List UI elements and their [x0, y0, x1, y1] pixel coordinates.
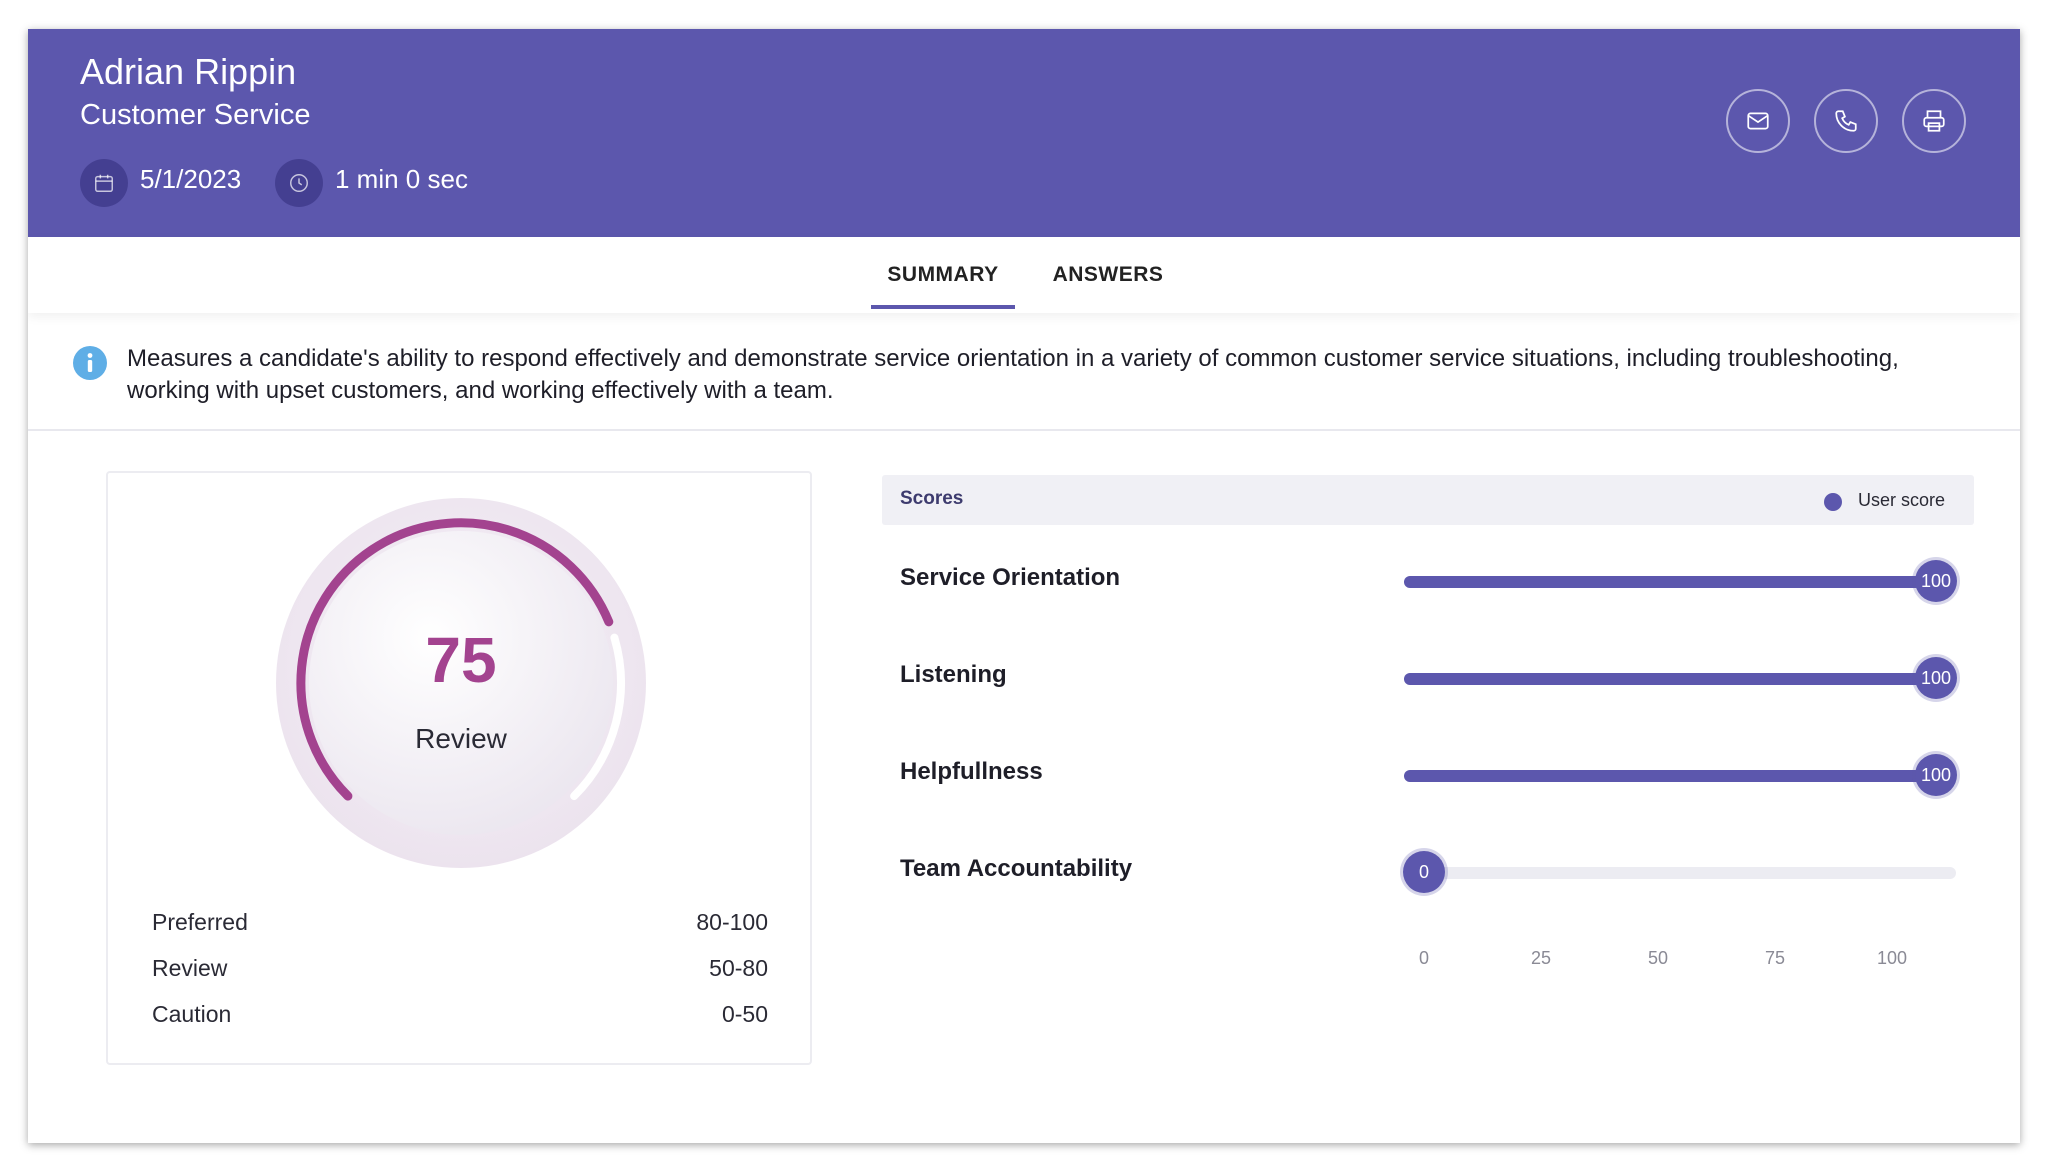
- assessment-duration: 1 min 0 sec: [335, 164, 468, 194]
- range-label: Preferred: [152, 909, 248, 935]
- candidate-header: Adrian Rippin Customer Service 5/1/2023 …: [28, 29, 2020, 237]
- range-value: 0-50: [721, 1001, 768, 1027]
- clock-icon: [275, 159, 323, 207]
- axis-tick: 25: [1530, 948, 1552, 968]
- overall-score-value: 75: [425, 624, 497, 696]
- score-label-helpfullness: Helpfullness: [900, 758, 1043, 785]
- gauge-inner-disc: [309, 531, 613, 835]
- score-knob: 0: [1403, 851, 1445, 893]
- range-row-preferred: Preferred 80-100: [152, 909, 768, 943]
- print-button[interactable]: [1902, 89, 1966, 153]
- score-gauge: [276, 498, 646, 868]
- axis-tick: 100: [1876, 948, 1908, 968]
- tab-summary[interactable]: SUMMARY: [871, 237, 1015, 313]
- scores-title: Scores: [900, 488, 964, 509]
- score-label-team-accountability: Team Accountability: [900, 855, 1133, 882]
- score-knob: 100: [1915, 560, 1957, 602]
- score-track: 100: [1404, 657, 1957, 699]
- range-label: Caution: [152, 1001, 232, 1027]
- score-knob: 100: [1915, 754, 1957, 796]
- score-track: 100: [1404, 560, 1957, 602]
- axis-tick: 50: [1647, 948, 1669, 968]
- assessment-description: Measures a candidate's ability to respon…: [28, 313, 2020, 431]
- description-text: Measures a candidate's ability to respon…: [127, 345, 1899, 404]
- score-knob: 100: [1915, 657, 1957, 699]
- gauge-track-arc: [570, 633, 625, 801]
- score-fill: [1404, 576, 1936, 588]
- score-track: 0: [1403, 851, 1956, 893]
- phone-icon: [1835, 110, 1857, 132]
- range-value: 80-100: [696, 909, 768, 935]
- scores-header: Scores User score: [882, 475, 1974, 525]
- gauge-score-arc: [296, 518, 614, 801]
- range-label: Review: [152, 955, 228, 981]
- axis-tick: 0: [1418, 948, 1429, 968]
- range-row-review: Review 50-80: [152, 955, 768, 989]
- overall-score-band: Review: [415, 723, 507, 754]
- range-row-caution: Caution 0-50: [152, 1001, 768, 1035]
- email-button[interactable]: [1726, 89, 1790, 153]
- tab-bar: SUMMARY ANSWERS: [28, 237, 2020, 313]
- candidate-name: Adrian Rippin: [80, 51, 297, 92]
- assessment-card: Adrian Rippin Customer Service 5/1/2023 …: [28, 29, 2020, 1143]
- score-label-listening: Listening: [900, 661, 1007, 688]
- axis-tick: 75: [1764, 948, 1786, 968]
- tab-answers[interactable]: ANSWERS: [1052, 263, 1164, 286]
- score-track: 100: [1404, 754, 1957, 796]
- printer-icon: [1923, 110, 1945, 132]
- score-fill: [1404, 673, 1936, 685]
- score-label-service-orientation: Service Orientation: [900, 564, 1121, 591]
- assessment-title: Customer Service: [80, 99, 311, 131]
- info-icon: [72, 345, 108, 386]
- phone-button[interactable]: [1814, 89, 1878, 153]
- overall-score-panel: 75 Review Preferred 80-100 Review 50-80 …: [106, 471, 812, 1065]
- calendar-icon: [80, 159, 128, 207]
- legend-marker: [1824, 493, 1842, 511]
- range-value: 50-80: [709, 955, 768, 981]
- score-fill: [1404, 770, 1936, 782]
- legend-label: User score: [1858, 490, 1946, 510]
- assessment-date: 5/1/2023: [140, 164, 242, 194]
- envelope-icon: [1747, 112, 1769, 130]
